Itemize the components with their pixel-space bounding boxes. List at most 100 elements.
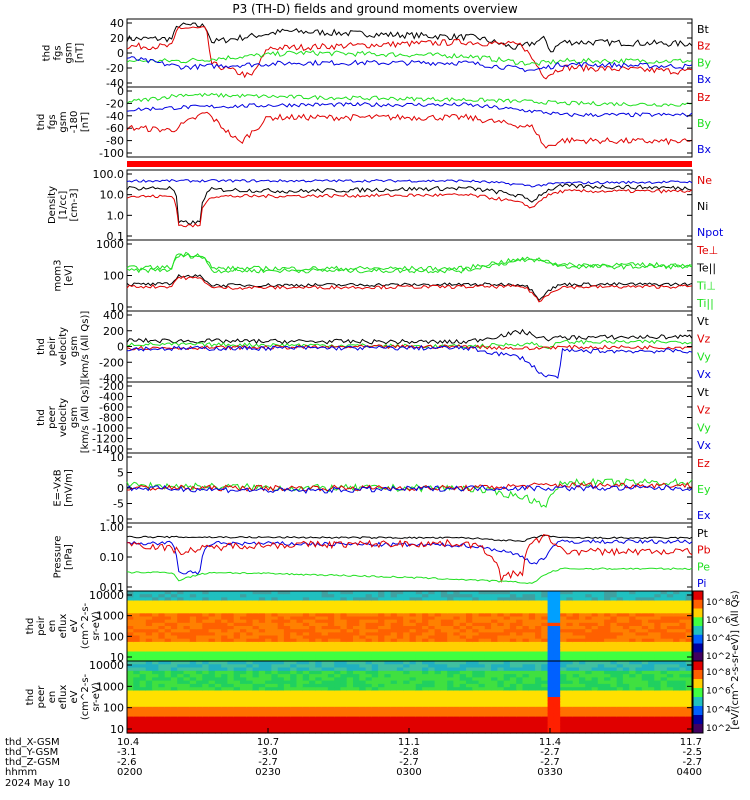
spectrogram-cell <box>509 629 517 633</box>
spectrogram-cell <box>271 706 279 711</box>
spectrogram-cell <box>597 619 605 624</box>
spectrogram-cell <box>327 645 335 649</box>
spectrogram-cell <box>221 613 229 618</box>
spectrogram-cell <box>378 648 385 653</box>
x-tick-label: -2.7 <box>258 757 278 768</box>
spectrogram-cell <box>139 710 147 714</box>
spectrogram-cell <box>321 674 329 678</box>
spectrogram-cell <box>660 626 668 630</box>
spectrogram-cell <box>227 610 235 614</box>
spectrogram-cell <box>528 706 536 711</box>
spectrogram-cell <box>221 654 229 659</box>
spectrogram-cell <box>340 622 348 627</box>
spectrogram-cell <box>440 670 448 675</box>
spectrogram-cell <box>227 693 235 698</box>
spectrogram-cell <box>472 674 480 678</box>
spectrogram-cell <box>152 616 159 621</box>
spectrogram-cell <box>440 638 448 643</box>
spectrogram-cell <box>453 716 461 721</box>
spectrogram-cell <box>516 616 524 621</box>
spectrogram-cell <box>453 680 461 685</box>
spectrogram-cell <box>666 723 674 728</box>
spectrogram-cell <box>509 687 517 692</box>
y-tick-label: -100 <box>99 147 124 160</box>
spectrogram-cell <box>277 664 285 669</box>
spectrogram-cell <box>240 683 247 688</box>
spectrogram-cell <box>139 674 147 678</box>
spectrogram-cell <box>233 610 241 614</box>
spectrogram-cell <box>629 626 637 630</box>
spectrogram-cell <box>177 594 185 598</box>
spectrogram-cell <box>673 690 681 695</box>
spectrogram-cell <box>528 629 536 633</box>
spectrogram-cell <box>271 710 279 714</box>
spectrogram-cell <box>434 716 442 721</box>
spectrogram-cell <box>221 619 229 624</box>
spectrogram-cell <box>164 690 172 695</box>
spectrogram-cell <box>484 610 492 614</box>
spectrogram-cell <box>252 661 260 665</box>
spectrogram-cell <box>447 626 455 630</box>
spectrogram-cell <box>673 683 681 688</box>
spectrogram-cell <box>214 723 222 728</box>
spectrogram-cell <box>145 657 153 662</box>
spectrogram-cell <box>654 719 662 724</box>
spectrogram-cell <box>635 719 643 724</box>
spectrogram-cell <box>152 629 159 633</box>
spectrogram-cell <box>434 674 442 678</box>
spectrogram-cell <box>472 726 480 731</box>
spectrogram-cell <box>258 726 266 731</box>
spectrogram-cell <box>133 622 141 627</box>
spectrogram-cell <box>208 638 216 643</box>
spectrogram-cell <box>390 613 398 618</box>
spectrogram-cell <box>497 706 505 711</box>
spectrogram-cell <box>478 635 486 640</box>
spectrogram-cell <box>616 600 624 605</box>
spectrogram-cell <box>535 680 542 685</box>
spectrogram-cell <box>516 680 524 685</box>
spectrogram-cell <box>252 697 260 701</box>
spectrogram-cell <box>365 641 373 646</box>
spectrogram-cell <box>422 635 429 640</box>
spectrogram-cell <box>183 687 191 692</box>
spectrogram-cell <box>553 613 561 618</box>
spectrogram-cell <box>202 600 210 605</box>
spectrogram-cell <box>648 629 655 633</box>
spectrogram-cell <box>309 632 316 637</box>
spectrogram-cell <box>585 667 593 672</box>
spectrogram-cell <box>415 700 423 705</box>
spectrogram-cell <box>648 700 655 705</box>
spectrogram-cell <box>560 626 568 630</box>
spectrogram-cell <box>585 664 593 669</box>
spectrogram-cell <box>214 622 222 627</box>
spectrogram-cell <box>685 622 693 627</box>
spectrogram-cell <box>491 626 498 630</box>
spectrogram-cell <box>428 648 436 653</box>
spectrogram-cell <box>478 619 486 624</box>
spectrogram-cell <box>685 680 693 685</box>
spectrogram-cell <box>371 670 379 675</box>
spectrogram-cell <box>340 629 348 633</box>
spectrogram-cell <box>560 622 568 627</box>
y-axis-label: [mV/m] <box>64 469 75 507</box>
spectrogram-cell <box>233 713 241 718</box>
spectrogram-cell <box>371 613 379 618</box>
spectrogram-cell <box>459 700 467 705</box>
spectrogram-cell <box>509 635 517 640</box>
spectrogram-cell <box>227 603 235 608</box>
spectrogram-cell <box>453 726 461 731</box>
spectrogram-cell <box>491 651 498 656</box>
spectrogram-cell <box>403 703 411 708</box>
spectrogram-cell <box>246 619 254 624</box>
spectrogram-cell <box>679 683 687 688</box>
spectrogram-cell <box>158 648 166 653</box>
spectrogram-cell <box>566 710 574 714</box>
spectrogram-cell <box>478 719 486 724</box>
spectrogram-cell <box>409 703 417 708</box>
spectrogram-cell <box>152 690 159 695</box>
spectrogram-cell <box>290 616 298 621</box>
spectrogram-cell <box>522 667 530 672</box>
spectrogram-cell <box>503 706 511 711</box>
spectrogram-cell <box>170 719 178 724</box>
